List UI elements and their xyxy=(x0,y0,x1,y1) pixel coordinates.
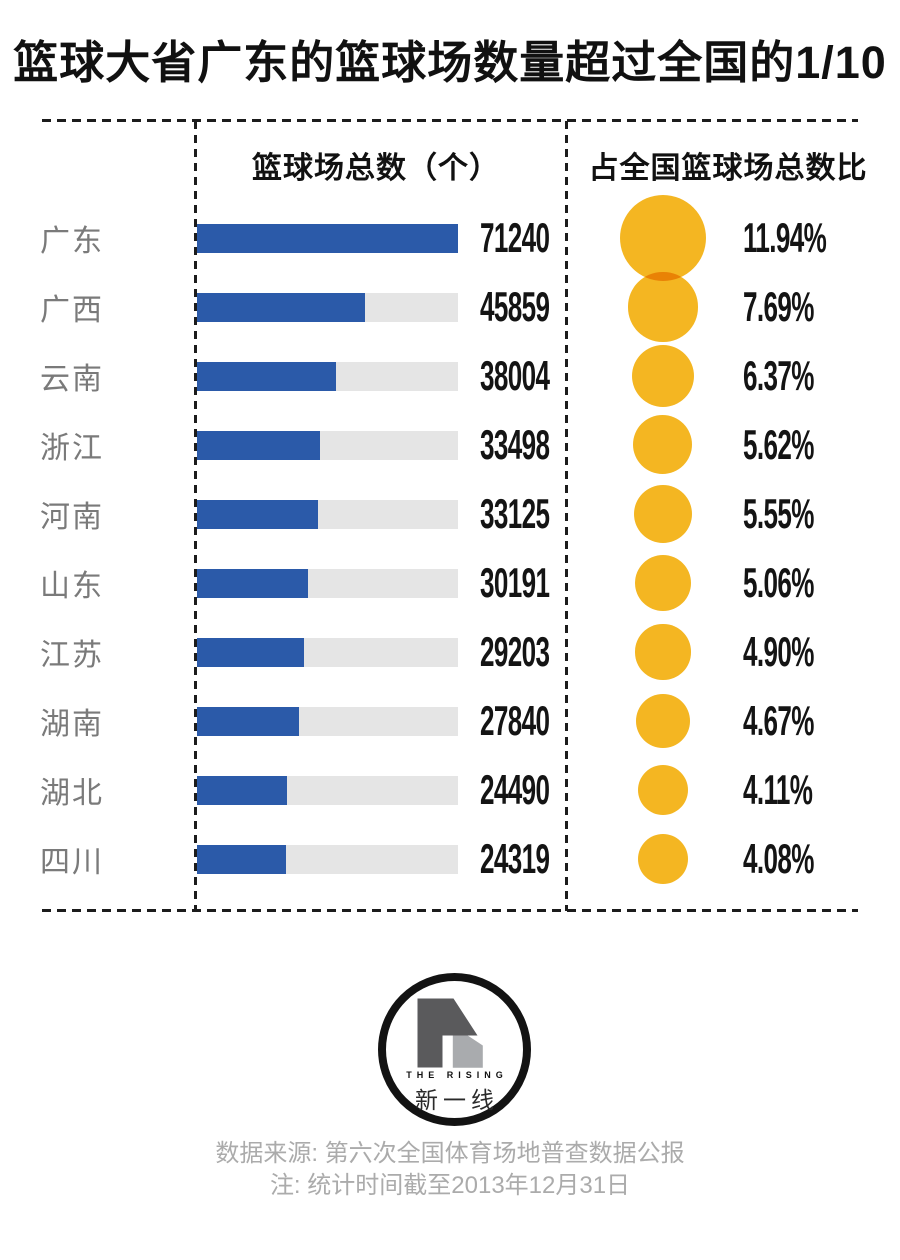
percent-value-label: 5.62% xyxy=(743,421,814,468)
percent-bubble xyxy=(620,195,706,281)
bar-fill xyxy=(197,637,304,667)
percent-bubble xyxy=(633,484,693,544)
percent-bubble xyxy=(635,555,691,611)
bar-value-label: 45859 xyxy=(480,283,550,330)
percent-bubble xyxy=(635,624,691,680)
province-label: 四川 xyxy=(40,846,104,879)
bar-track xyxy=(197,223,458,253)
percent-bubble xyxy=(636,694,690,748)
bars-column-header: 篮球场总数（个） xyxy=(252,152,500,185)
bar-value-label: 38004 xyxy=(480,352,550,399)
bar-value-label: 24319 xyxy=(480,835,550,882)
bar-value-label: 33125 xyxy=(480,490,550,537)
frame-line-bottom xyxy=(42,909,858,912)
column-divider-left xyxy=(194,121,197,911)
bar-track xyxy=(197,361,458,391)
bar-value-label: 71240 xyxy=(480,214,550,261)
province-label: 河南 xyxy=(40,501,104,534)
bar-track xyxy=(197,292,458,322)
percent-value-label: 5.55% xyxy=(743,490,814,537)
column-divider-right xyxy=(565,121,568,911)
bar-fill xyxy=(197,223,458,253)
province-label: 云南 xyxy=(40,363,104,396)
bar-fill xyxy=(197,292,365,322)
logo-text-en: THE RISING xyxy=(406,1070,508,1080)
bar-track xyxy=(197,844,458,874)
data-source-note: 数据来源: 第六次全国体育场地普查数据公报 xyxy=(215,1140,685,1167)
bar-value-label: 24490 xyxy=(480,766,550,813)
percent-value-label: 6.37% xyxy=(743,352,814,399)
bar-track xyxy=(197,430,458,460)
bar-fill xyxy=(197,499,318,529)
bar-track xyxy=(197,637,458,667)
percent-bubble xyxy=(637,833,689,885)
bar-value-label: 30191 xyxy=(480,559,550,606)
percent-value-label: 4.90% xyxy=(743,628,814,675)
bar-fill xyxy=(197,775,287,805)
chart-rows: 广东 71240 11.94% 广西 45859 7.69% 云南 38004 6.37% 浙江 3… xyxy=(0,121,900,911)
page-title: 篮球大省广东的篮球场数量超过全国的1/10 xyxy=(13,37,887,88)
date-cutoff-note: 注: 统计时间截至2013年12月31日 xyxy=(269,1172,631,1199)
bar-fill xyxy=(197,361,336,391)
bar-value-label: 27840 xyxy=(480,697,550,744)
percent-value-label: 5.06% xyxy=(743,559,814,606)
logo: THE RISING 新一线 xyxy=(378,973,531,1126)
percent-bubble xyxy=(628,272,698,342)
province-label: 浙江 xyxy=(40,432,104,465)
percent-value-label: 7.69% xyxy=(743,283,814,330)
province-label: 山东 xyxy=(40,570,104,603)
province-label: 广西 xyxy=(40,294,104,327)
bar-track xyxy=(197,706,458,736)
bar-track xyxy=(197,499,458,529)
percent-bubble xyxy=(637,764,689,816)
province-label: 湖北 xyxy=(40,777,104,810)
bar-track xyxy=(197,775,458,805)
province-label: 广东 xyxy=(40,225,104,258)
logo-circle-ring xyxy=(378,973,531,1126)
bar-fill xyxy=(197,568,308,598)
logo-text-zh: 新一线 xyxy=(415,1087,499,1113)
bar-fill xyxy=(197,430,320,460)
percent-value-label: 4.67% xyxy=(743,697,814,744)
province-label: 江苏 xyxy=(40,639,104,672)
logo-buildings-icon xyxy=(417,998,483,1068)
percent-bubble xyxy=(633,415,693,475)
percent-value-label: 4.11% xyxy=(743,766,813,813)
percent-value-label: 11.94% xyxy=(743,214,827,261)
bar-fill xyxy=(197,706,299,736)
frame-line-top xyxy=(42,119,858,122)
percent-bubble xyxy=(631,344,695,408)
bar-value-label: 33498 xyxy=(480,421,550,468)
bubbles-column-header: 占全国篮球场总数比 xyxy=(588,152,868,185)
bar-value-label: 29203 xyxy=(480,628,550,675)
province-label: 湖南 xyxy=(40,708,104,741)
footer: 数据来源: 第六次全国体育场地普查数据公报 注: 统计时间截至2013年12月3… xyxy=(0,1138,900,1202)
bar-fill xyxy=(197,844,286,874)
percent-value-label: 4.08% xyxy=(743,835,814,882)
bar-track xyxy=(197,568,458,598)
